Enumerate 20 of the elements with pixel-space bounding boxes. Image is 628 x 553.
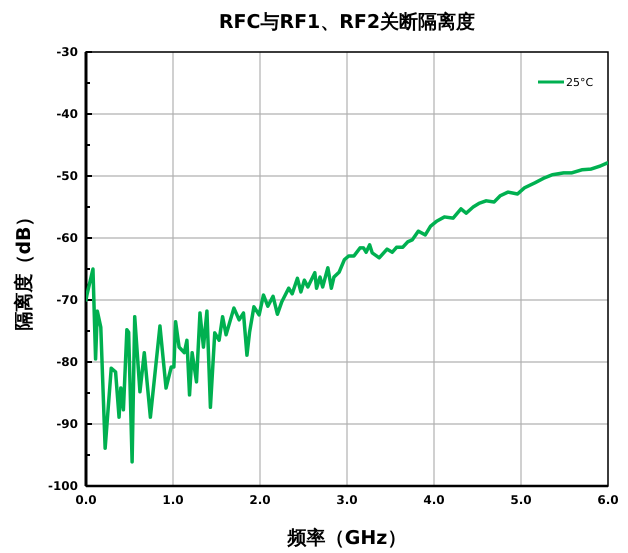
y-tick-label: -80 — [56, 355, 78, 370]
y-tick-label: -100 — [48, 479, 78, 494]
y-tick-label: -70 — [56, 293, 78, 308]
line-series — [86, 161, 608, 464]
y-tick-label: -60 — [56, 231, 78, 246]
x-tick-label: 5.0 — [510, 493, 532, 507]
x-tick-label: 1.0 — [162, 493, 184, 507]
y-tick-label: -50 — [56, 169, 78, 184]
x-tick-label: 4.0 — [423, 493, 445, 507]
y-tick-label: -40 — [56, 107, 78, 122]
x-tick-label: 6.0 — [597, 493, 619, 507]
x-tick-label: 3.0 — [336, 493, 358, 507]
legend-label: 25°C — [566, 76, 594, 89]
y-tick-label: -30 — [56, 45, 78, 60]
x-tick-label: 2.0 — [249, 493, 271, 507]
x-tick-label: 0.0 — [75, 493, 97, 507]
y-tick-label: -90 — [56, 417, 78, 432]
y-axis-title: 隔离度（dB） — [13, 207, 35, 331]
chart-title: RFC与RF1、RF2关断隔离度 — [218, 11, 476, 33]
x-axis-title: 频率（GHz） — [286, 527, 406, 549]
